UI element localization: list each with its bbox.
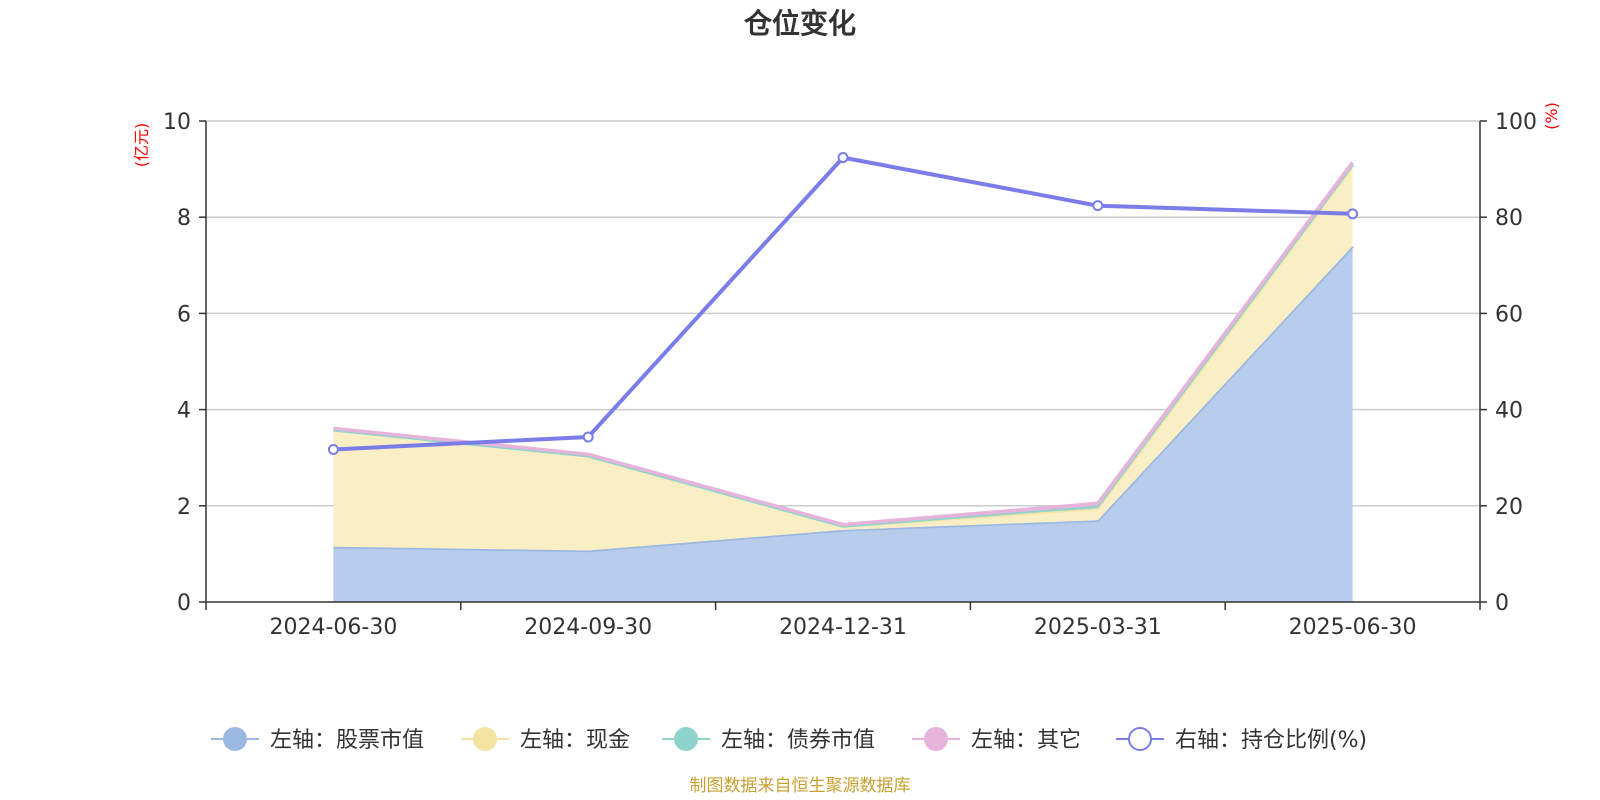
legend-other: 左轴：其它 [912, 727, 1081, 753]
x-axis-tick-label: 2024-06-30 [269, 615, 397, 640]
x-axis-tick-label: 2025-06-30 [1289, 615, 1417, 640]
left-axis-tick-label: 8 [177, 206, 191, 231]
legend-marker [1128, 727, 1152, 751]
right-axis-tick-label: 60 [1495, 302, 1523, 327]
chart-title: 仓位变化 [744, 7, 856, 40]
legend: 左轴：股票市值 左轴：现金 左轴：债券市值 左轴：其它 右轴：持仓比例(%) [211, 727, 1367, 753]
right-axis-tick-label: 100 [1495, 110, 1537, 135]
line-layer [327, 152, 1359, 456]
left-axis-tick-label: 10 [163, 110, 191, 135]
left-axis-tick-label: 0 [177, 591, 191, 616]
legend-cash: 左轴：现金 [461, 727, 630, 753]
x-axis-tick-label: 2024-12-31 [779, 615, 907, 640]
legend-marker [223, 727, 247, 751]
legend-marker [674, 727, 698, 751]
left-axis-unit: (亿元) [132, 123, 151, 168]
x-axis-tick-label: 2025-03-31 [1034, 615, 1162, 640]
legend-marker [473, 727, 497, 751]
legend-label: 左轴：其它 [971, 728, 1081, 753]
legend-marker [924, 727, 948, 751]
x-axis-tick-label: 2024-09-30 [524, 615, 652, 640]
right-axis-tick-label: 0 [1495, 591, 1509, 616]
position-ratio-point [327, 444, 339, 456]
position-ratio-point [1347, 208, 1359, 220]
position-ratio-point [837, 152, 849, 164]
left-axis-tick-label: 4 [177, 399, 191, 424]
legend-label: 左轴：债券市值 [721, 728, 875, 753]
position-ratio-point [582, 431, 594, 443]
legend-bond-value: 左轴：债券市值 [662, 727, 875, 753]
area-layer [333, 161, 1355, 602]
position-ratio-point [1092, 200, 1104, 212]
legend-label: 右轴：持仓比例(%) [1175, 728, 1367, 753]
right-axis-unit: (%) [1542, 102, 1561, 130]
right-axis-tick-label: 40 [1495, 399, 1523, 424]
data-source-footer: 制图数据来自恒生聚源数据库 [690, 776, 911, 796]
right-axis-tick-label: 80 [1495, 206, 1523, 231]
right-axis-tick-label: 20 [1495, 495, 1523, 520]
legend-label: 左轴：现金 [520, 728, 630, 753]
other-line [333, 161, 1355, 527]
legend-position-ratio: 右轴：持仓比例(%) [1116, 727, 1367, 753]
left-axis-tick-label: 2 [177, 495, 191, 520]
cash-area [333, 165, 1353, 551]
legend-stock-value: 左轴：股票市值 [211, 727, 424, 753]
legend-label: 左轴：股票市值 [270, 728, 424, 753]
left-axis-tick-label: 6 [177, 302, 191, 327]
